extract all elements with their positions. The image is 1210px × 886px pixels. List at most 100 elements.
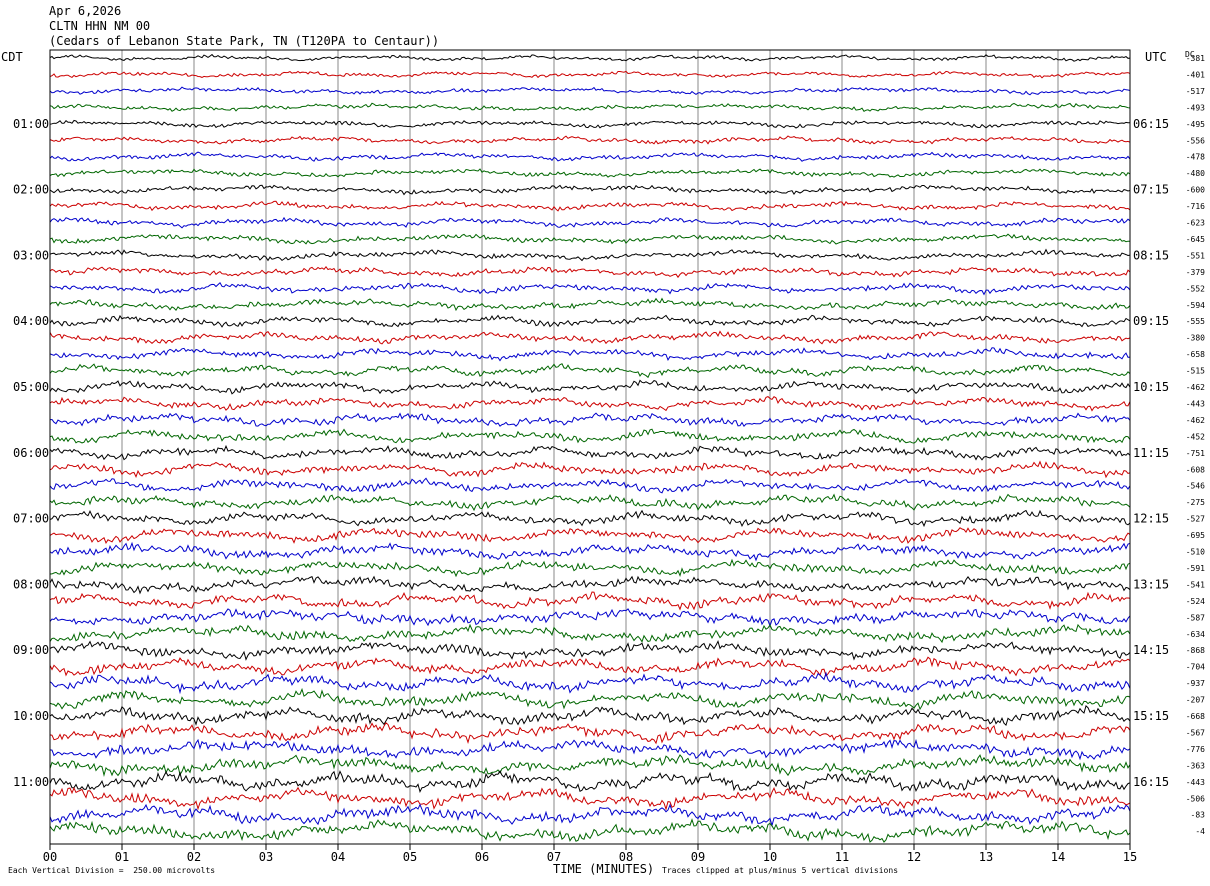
trace-line [49, 770, 1131, 793]
utc-hour-label: 15:15 [1133, 709, 1169, 723]
cdt-hour-label: 01:00 [13, 117, 49, 131]
dc-offset-label: -551 [1186, 251, 1205, 260]
dc-offset-label: -587 [1186, 613, 1205, 622]
trace-line [49, 248, 1131, 262]
dc-offset-label: -480 [1186, 169, 1205, 178]
trace-line [49, 818, 1131, 843]
dc-offset-label: -695 [1186, 531, 1205, 540]
trace-line [49, 509, 1131, 528]
cdt-hour-label: 04:00 [13, 314, 49, 328]
dc-offset-label: -868 [1186, 646, 1205, 655]
trace-line [49, 265, 1131, 279]
trace-line [49, 297, 1131, 312]
header-location: (Cedars of Lebanon State Park, TN (T120P… [49, 34, 440, 48]
x-tick-label: 15 [1123, 850, 1137, 864]
trace-line [49, 412, 1131, 428]
cdt-hour-label: 11:00 [13, 775, 49, 789]
utc-hour-label: 09:15 [1133, 314, 1169, 328]
cdt-hour-label: 06:00 [13, 446, 49, 460]
scale-note: Each Vertical Division = 250.00 microvol… [8, 866, 216, 875]
x-tick-label: 13 [979, 850, 993, 864]
dc-offset-label: -645 [1186, 235, 1205, 244]
trace-line [49, 541, 1131, 562]
dc-offset-label: -524 [1186, 597, 1205, 606]
trace-line [49, 70, 1131, 79]
x-tick-label: 01 [115, 850, 129, 864]
trace-line [49, 86, 1131, 96]
trace-line [49, 444, 1131, 461]
dc-offset-label: -506 [1186, 794, 1205, 803]
trace-line [49, 168, 1131, 178]
trace-line [49, 200, 1131, 212]
utc-hour-label: 07:15 [1133, 183, 1169, 197]
dc-offset-label: -658 [1186, 350, 1205, 359]
clip-note: Traces clipped at plus/minus 5 vertical … [662, 866, 899, 875]
trace-line [49, 428, 1131, 444]
dc-offset-label: -452 [1186, 432, 1205, 441]
dc-offset-label: -594 [1186, 301, 1205, 310]
dc-offset-label: -275 [1186, 498, 1205, 507]
x-tick-label: 10 [763, 850, 777, 864]
dc-offset-label: -493 [1186, 103, 1205, 112]
dc-offset-label: -567 [1186, 728, 1205, 737]
dc-offset-label: -608 [1186, 465, 1205, 474]
trace-line [49, 558, 1131, 578]
trace-line [49, 135, 1131, 145]
utc-hour-label: 08:15 [1133, 248, 1169, 262]
x-axis-ticks: 00 01 02 03 04 05 06 07 08 09 10 11 12 13 14 15 [43, 844, 1137, 864]
trace-line [49, 591, 1131, 611]
utc-hour-label: 14:15 [1133, 643, 1169, 657]
cdt-hour-label: 10:00 [13, 709, 49, 723]
x-tick-label: 09 [691, 850, 705, 864]
x-axis-label: TIME (MINUTES) [553, 862, 655, 876]
utc-hour-label: 11:15 [1133, 446, 1169, 460]
x-tick-label: 06 [475, 850, 489, 864]
trace-line [49, 803, 1131, 828]
trace-line [49, 53, 1131, 62]
trace-line [49, 460, 1131, 479]
dc-offset-label: -556 [1186, 136, 1205, 145]
x-tick-label: 07 [547, 850, 561, 864]
dc-offset-label: -443 [1186, 778, 1205, 787]
trace-line [49, 184, 1131, 196]
cdt-hour-label: 05:00 [13, 380, 49, 394]
dc-offset-label: -478 [1186, 153, 1205, 162]
cdt-hour-label: 08:00 [13, 577, 49, 591]
cdt-hour-label: 03:00 [13, 248, 49, 262]
dc-offset-label: -462 [1186, 383, 1205, 392]
dc-offset-label: -623 [1186, 219, 1205, 228]
dc-offset-label: -517 [1186, 87, 1205, 96]
cdt-hour-label: 09:00 [13, 643, 49, 657]
trace-line [49, 722, 1131, 745]
left-timezone: CDT [1, 50, 23, 64]
dc-offset-label: -443 [1186, 399, 1205, 408]
x-tick-label: 12 [907, 850, 921, 864]
trace-line [49, 379, 1131, 395]
utc-hour-label: 16:15 [1133, 775, 1169, 789]
dc-offset-label: -363 [1186, 761, 1205, 770]
dc-offset-label: -751 [1186, 449, 1205, 458]
x-tick-label: 02 [187, 850, 201, 864]
x-tick-label: 11 [835, 850, 849, 864]
x-tick-label: 04 [331, 850, 345, 864]
dc-offset-label: -937 [1186, 679, 1205, 688]
trace-line [49, 623, 1131, 644]
dc-offset-label: -381 [1186, 54, 1205, 63]
dc-offset-label: -515 [1186, 367, 1205, 376]
seismic-traces [49, 53, 1131, 843]
x-tick-label: 08 [619, 850, 633, 864]
dc-offset-label: -716 [1186, 202, 1205, 211]
trace-line [49, 347, 1131, 362]
trace-line [49, 102, 1131, 112]
x-tick-label: 03 [259, 850, 273, 864]
trace-line [49, 754, 1131, 777]
header-station: CLTN HHN NM 00 [49, 19, 151, 33]
dc-offset-label: -546 [1186, 482, 1205, 491]
trace-line [49, 704, 1131, 727]
utc-hour-label: 12:15 [1133, 512, 1169, 526]
dc-offset-label: -600 [1186, 186, 1205, 195]
dc-offset-label: -776 [1186, 745, 1205, 754]
trace-line [49, 527, 1131, 544]
trace-line [49, 216, 1131, 229]
